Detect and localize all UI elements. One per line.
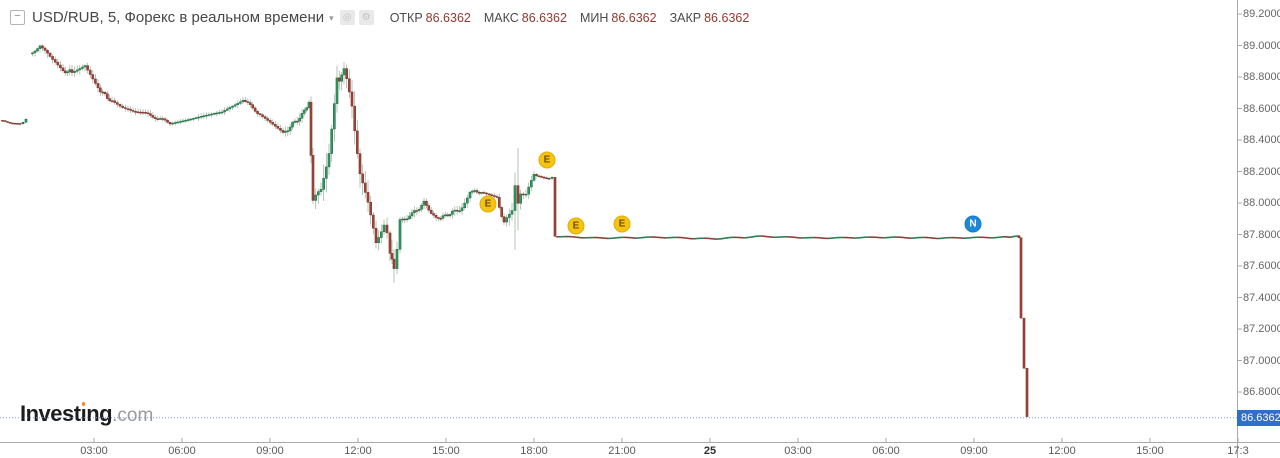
time-axis-label[interactable]: 09:00 [256, 445, 284, 457]
time-axis-label[interactable]: 18:00 [520, 445, 548, 457]
event-marker-icon[interactable]: E [538, 151, 556, 169]
chart-legend: − USD/RUB, 5, Форекс в реальном времени … [10, 9, 762, 26]
ohlc-group: ЗАКР 86.6362 [670, 11, 750, 25]
ohlc-label: МАКС [483, 10, 519, 25]
time-axis-label[interactable]: 17:3 [1227, 445, 1249, 457]
ohlc-group: МАКС 86.6362 [484, 11, 567, 25]
time-axis-label[interactable]: 09:00 [960, 445, 988, 457]
time-axis-label[interactable]: 25 [703, 445, 717, 457]
event-marker-icon[interactable]: E [567, 217, 585, 235]
ohlc-group: ОТКР 86.6362 [390, 11, 471, 25]
time-axis-label[interactable]: 12:00 [1048, 445, 1076, 457]
price-axis-label[interactable]: 87.0000 [1243, 354, 1280, 367]
time-axis-label[interactable]: 03:00 [80, 445, 108, 457]
legend-collapse-icon[interactable]: − [10, 10, 25, 25]
ohlc-value: 86.6362 [611, 10, 657, 25]
price-axis-label[interactable]: 88.0000 [1243, 197, 1280, 209]
time-axis-label[interactable]: 12:00 [344, 445, 372, 457]
investing-logo-tld: .com [112, 405, 154, 426]
ohlc-value: 86.6362 [425, 10, 471, 25]
ohlc-value: 86.6362 [704, 10, 750, 25]
event-marker-icon[interactable]: E [479, 195, 497, 213]
ohlc-label: ОТКР [389, 10, 423, 25]
price-axis-label[interactable]: 88.4000 [1243, 134, 1280, 146]
price-axis-label[interactable]: 87.6000 [1243, 260, 1280, 272]
investing-logo: Investıng.com [20, 401, 153, 427]
price-axis-label[interactable]: 87.4000 [1243, 291, 1280, 304]
investing-logo-name: Investıng [20, 401, 113, 426]
price-axis-label[interactable]: 87.8000 [1243, 228, 1280, 241]
current-price-label: 86.6362 [1237, 409, 1280, 426]
time-axis-label[interactable]: 21:00 [608, 445, 636, 457]
price-axis-label[interactable]: 89.0000 [1243, 39, 1280, 52]
visibility-icon[interactable]: ◎ [339, 10, 355, 25]
news-marker-icon[interactable]: N [964, 215, 982, 233]
price-axis-label[interactable]: 88.8000 [1243, 71, 1280, 83]
chevron-down-icon[interactable]: ▾ [329, 13, 334, 23]
ohlc-label: МИН [579, 10, 609, 25]
ohlc-value: 86.6362 [521, 10, 567, 25]
ohlc-group: МИН 86.6362 [580, 11, 657, 25]
time-axis-label[interactable]: 15:00 [1136, 445, 1164, 457]
time-axis-label[interactable]: 15:00 [432, 445, 460, 457]
ohlc-values-row: ОТКР 86.6362 МАКС 86.6362 МИН 86.6362 ЗАКР 86.6… [390, 11, 763, 25]
ohlc-label: ЗАКР [669, 10, 702, 25]
settings-gear-icon[interactable]: ⚙ [358, 10, 374, 25]
time-axis-label[interactable]: 06:00 [168, 445, 196, 457]
price-axis-label[interactable]: 88.2000 [1243, 165, 1280, 178]
logo-orange-dot: ı [80, 401, 87, 426]
symbol-title[interactable]: USD/RUB, 5, Форекс в реальном времени [32, 9, 325, 26]
time-axis-label[interactable]: 03:00 [784, 445, 812, 457]
event-marker-icon[interactable]: E [613, 215, 631, 233]
price-axis-label[interactable]: 86.8000 [1243, 386, 1280, 398]
price-axis-label[interactable]: 87.2000 [1243, 323, 1280, 335]
time-axis-label[interactable]: 06:00 [872, 445, 900, 457]
price-axis-label[interactable]: 88.6000 [1243, 102, 1280, 115]
price-axis-label[interactable]: 89.2000 [1243, 8, 1280, 20]
